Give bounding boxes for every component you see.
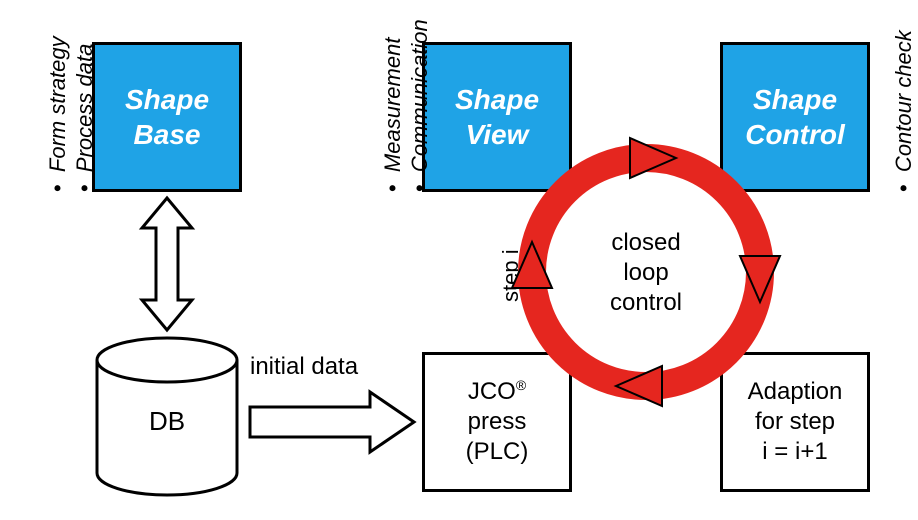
jco-press-box: JCO® press (PLC) xyxy=(422,352,572,492)
jco-l1: JCO xyxy=(468,378,516,405)
shape-base-l1: Shape xyxy=(125,84,209,115)
shape-base-l2: Base xyxy=(134,119,201,150)
shape-control-l2: Control xyxy=(745,119,845,150)
vlabel-mid-1: • Measurement xyxy=(380,38,406,192)
shape-control-box: Shape Control xyxy=(720,42,870,192)
db-cylinder: DB xyxy=(97,338,237,495)
right-arrow xyxy=(250,392,414,452)
double-arrow-vertical xyxy=(142,198,192,330)
shape-view-l1: Shape xyxy=(455,84,539,115)
adaption-box: Adaption for step i = i+1 xyxy=(720,352,870,492)
adaption-l2: for step xyxy=(755,408,835,435)
shape-view-box: Shape View xyxy=(422,42,572,192)
db-label: DB xyxy=(149,406,185,436)
adaption-l1: Adaption xyxy=(748,378,843,405)
vlabel-right-1: • Contour check xyxy=(891,30,917,192)
shape-base-box: Shape Base xyxy=(92,42,242,192)
shape-control-l1: Shape xyxy=(753,84,837,115)
jco-l3: (PLC) xyxy=(466,438,529,465)
initial-data-label: initial data xyxy=(250,353,358,381)
jco-reg: ® xyxy=(516,377,526,393)
step-i-label: step i xyxy=(498,249,524,302)
closed-loop-label: closed loop control xyxy=(596,228,696,318)
adaption-l3: i = i+1 xyxy=(762,438,827,465)
jco-l2: press xyxy=(468,408,527,435)
vlabel-left-2: • Process data xyxy=(72,44,98,192)
shape-view-l2: View xyxy=(466,119,529,150)
vlabel-mid-2: • Communication xyxy=(407,19,433,192)
vlabel-left-1: • Form strategy xyxy=(45,36,71,192)
